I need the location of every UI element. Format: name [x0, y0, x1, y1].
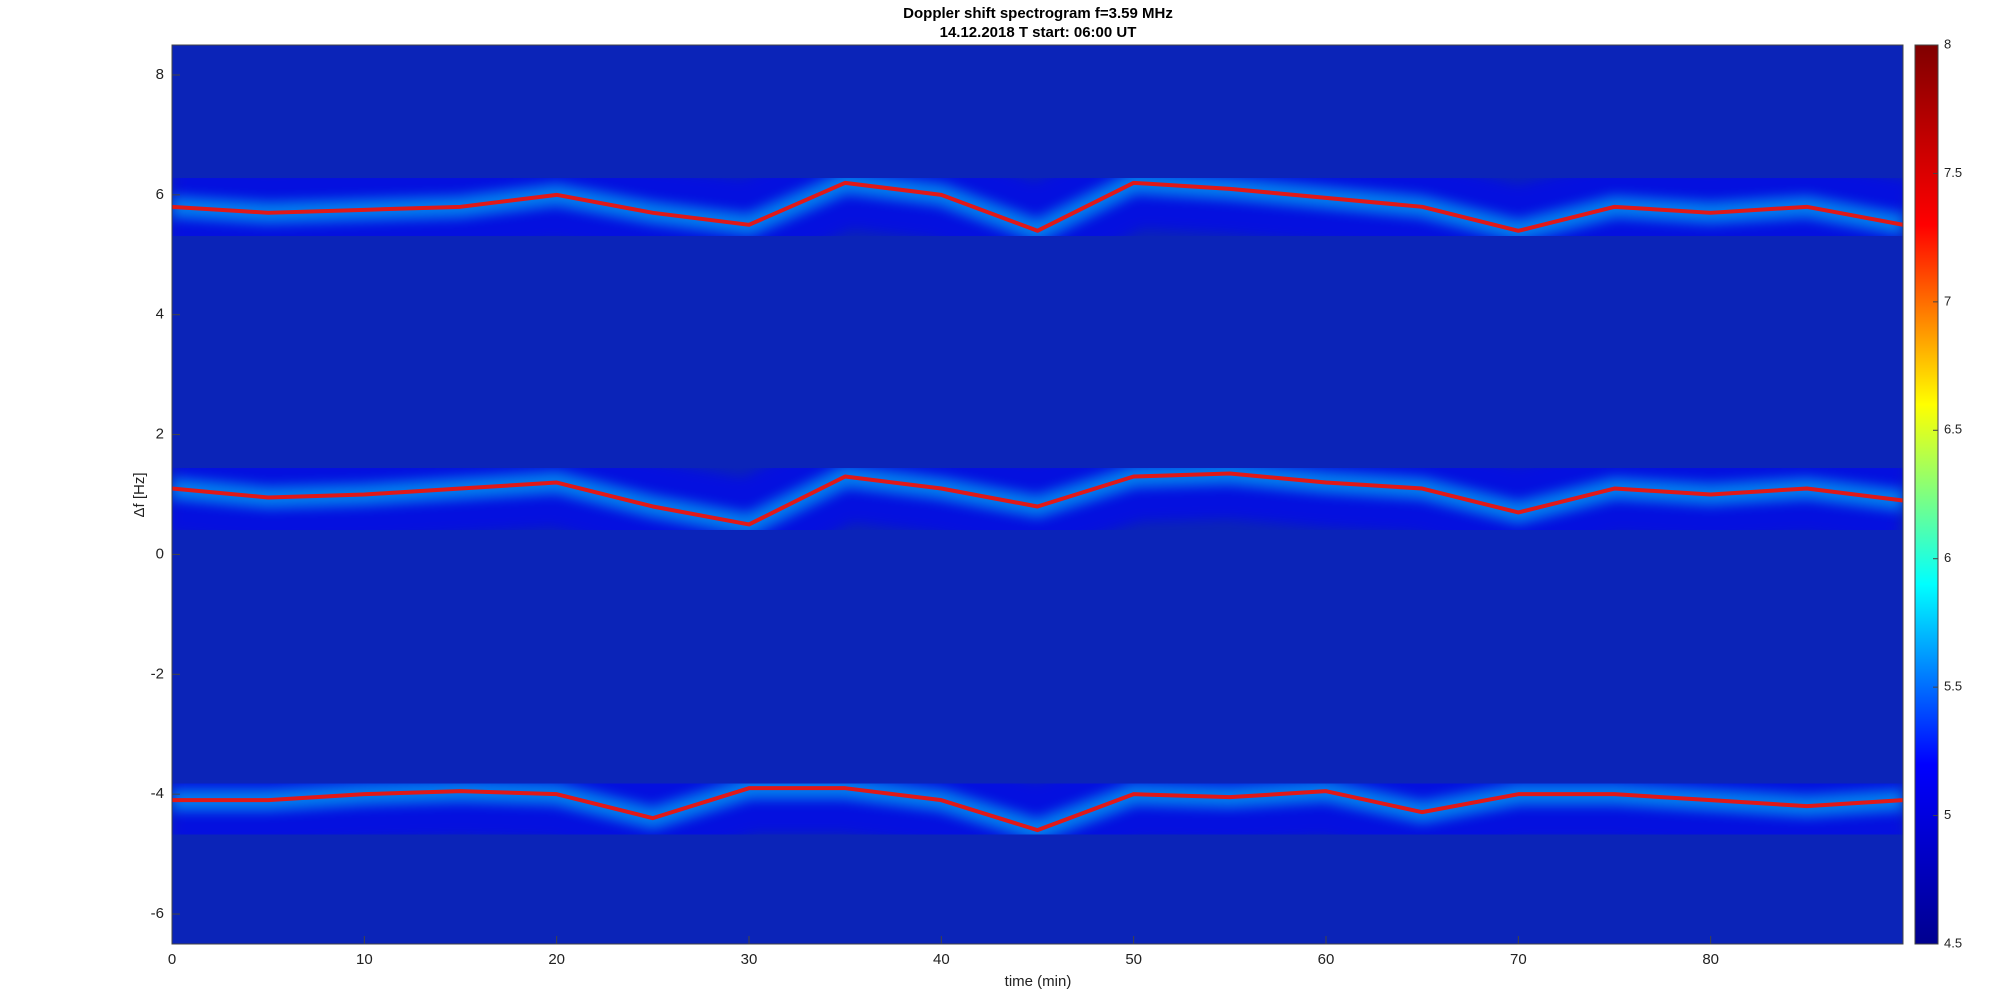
chart-subtitle: 14.12.2018 T start: 06:00 UT [940, 24, 1137, 41]
colorbar-tick-label: 5 [1944, 807, 1951, 822]
x-tick-label: 0 [168, 951, 176, 968]
colorbar-tick-label: 6 [1944, 550, 1951, 565]
x-tick-label: 10 [356, 951, 373, 968]
y-tick-label: 2 [156, 426, 164, 443]
y-tick-label: 0 [156, 545, 164, 562]
x-axis-label: time (min) [1005, 973, 1072, 990]
colorbar-tick-label: 8 [1944, 36, 1951, 51]
colorbar-tick-label: 5.5 [1944, 679, 1962, 694]
x-tick-label: 30 [741, 951, 758, 968]
x-tick-label: 60 [1318, 951, 1335, 968]
y-tick-label: 4 [156, 306, 164, 323]
y-tick-label: -6 [151, 905, 164, 922]
colorbar-tick-label: 4.5 [1944, 935, 1962, 950]
chart-title: Doppler shift spectrogram f=3.59 MHz [903, 5, 1173, 22]
ridge-line [172, 471, 1903, 527]
x-tick-label: 70 [1510, 951, 1527, 968]
colorbar-tick-label: 7.5 [1944, 165, 1962, 180]
x-tick-label: 20 [548, 951, 565, 968]
y-axis-label: Δf [Hz] [131, 472, 148, 517]
y-tick-label: 8 [156, 66, 164, 83]
y-tick-label: -2 [151, 665, 164, 682]
x-tick-label: 40 [933, 951, 950, 968]
ridges [172, 136, 1903, 878]
plot-frame [171, 44, 1904, 945]
x-tick-label: 50 [1125, 951, 1142, 968]
y-tick-label: 6 [156, 186, 164, 203]
ridge-line [172, 786, 1903, 833]
colorbar-tick-label: 7 [1944, 293, 1951, 308]
colorbar-tick-label: 6.5 [1944, 422, 1962, 437]
y-tick-label: -4 [151, 785, 164, 802]
ridge-line [172, 180, 1903, 233]
colorbar [1914, 44, 1939, 945]
x-tick-label: 80 [1702, 951, 1719, 968]
